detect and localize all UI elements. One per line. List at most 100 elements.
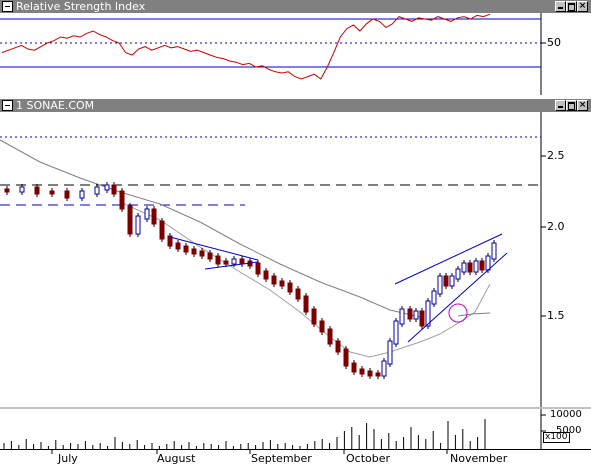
pane-separator[interactable]	[0, 407, 591, 409]
bear-candle	[239, 258, 245, 265]
bear-candle	[223, 260, 229, 265]
rsi-series-line	[1, 13, 491, 80]
bull-candle	[473, 260, 479, 273]
bear-candle	[127, 205, 133, 235]
bear-candle	[191, 248, 197, 255]
bull-candle	[437, 275, 443, 295]
bull-candle	[455, 268, 461, 280]
bull-candle	[431, 290, 437, 305]
bear-candle	[319, 320, 325, 333]
bull-candle	[393, 320, 399, 345]
short-ma-tail	[457, 312, 491, 317]
bear-candle	[263, 270, 269, 280]
bear-candle	[199, 250, 205, 257]
bull-candle	[144, 208, 150, 220]
short-moving-average-line	[119, 201, 491, 358]
candlestick-series	[4, 182, 497, 379]
price-tick-label-2.5: 2.5	[547, 149, 565, 162]
bear-candle	[467, 262, 473, 273]
bear-candle	[167, 235, 173, 247]
long-moving-average-line	[0, 139, 421, 318]
bear-candle	[34, 186, 40, 195]
bull-candle	[491, 242, 497, 260]
price-minimize-button[interactable]	[555, 100, 566, 111]
price-tick-label-2.0: 2.0	[547, 220, 565, 233]
price-maximize-button[interactable]	[566, 100, 577, 111]
bull-candle	[449, 275, 455, 287]
x-label-november: November	[450, 452, 508, 465]
rsi-window-titlebar[interactable]: Relative Strength Index ×	[0, 0, 591, 13]
rsi-window-title: Relative Strength Index	[16, 0, 146, 13]
price-close-button[interactable]: ×	[577, 100, 588, 111]
bull-candle	[231, 258, 237, 265]
price-window-titlebar[interactable]: 1 SONAE.COM ×	[0, 99, 591, 112]
bull-candle	[104, 184, 110, 191]
bear-candle	[175, 242, 181, 250]
bull-candle	[79, 190, 85, 199]
bear-candle	[359, 368, 365, 375]
volume-tick-label-5000: 5000	[556, 425, 582, 436]
window-gap	[0, 95, 591, 99]
bear-candle	[287, 282, 293, 293]
bear-candle	[407, 308, 413, 320]
triangle-upper-trendline	[169, 236, 259, 261]
bear-candle	[64, 190, 70, 199]
triangle-lower-trendline	[204, 261, 259, 270]
price-window-title: 1 SONAE.COM	[16, 99, 95, 112]
price-chart-pane[interactable]: 2.5 2.0 1.5	[0, 112, 591, 407]
rsi-close-button[interactable]: ×	[577, 1, 588, 12]
rsi-minimize-button[interactable]	[555, 1, 566, 12]
bull-candle	[485, 255, 491, 271]
bull-candle	[135, 215, 141, 235]
volume-chart	[3, 409, 546, 449]
bear-candle	[479, 260, 485, 271]
price-tick-label-1.5: 1.5	[547, 309, 565, 322]
rsi-tick-label-50: 50	[547, 36, 561, 49]
price-chart	[0, 112, 546, 407]
wedge-lower-trendline	[407, 252, 508, 343]
x-label-july: July	[58, 452, 78, 465]
bear-candle	[271, 275, 277, 285]
rsi-maximize-button[interactable]	[566, 1, 577, 12]
bull-candle	[461, 262, 467, 273]
volume-bars	[3, 419, 486, 449]
bear-candle	[159, 220, 165, 240]
bull-candle	[399, 308, 405, 325]
bear-candle	[111, 184, 117, 195]
bull-candle	[19, 186, 25, 193]
bear-candle	[367, 370, 373, 377]
window-menu-icon[interactable]	[2, 100, 13, 111]
bull-candle	[413, 310, 419, 320]
bull-candle	[94, 186, 100, 195]
x-label-september: September	[251, 452, 312, 465]
highlight-circle	[448, 303, 468, 323]
bear-candle	[303, 295, 309, 313]
rsi-chart	[0, 13, 546, 95]
bear-candle	[375, 372, 381, 377]
bear-candle	[311, 308, 317, 325]
bear-candle	[343, 348, 349, 367]
bear-candle	[419, 310, 425, 327]
bear-candle	[4, 188, 10, 193]
bear-candle	[295, 288, 301, 300]
bear-candle	[207, 252, 213, 260]
bear-candle	[327, 328, 333, 345]
bull-candle	[381, 360, 387, 377]
date-axis-ticks	[51, 450, 448, 454]
bear-candle	[255, 262, 261, 275]
x-label-october: October	[346, 452, 391, 465]
volume-tick-label-10000: 10000	[550, 409, 582, 420]
bull-candle	[425, 300, 431, 327]
bear-candle	[215, 255, 221, 265]
bear-candle	[279, 280, 285, 287]
x-label-august: August	[157, 452, 196, 465]
window-menu-icon[interactable]	[2, 1, 13, 12]
bull-candle	[387, 340, 393, 365]
bear-candle	[335, 340, 341, 353]
bear-candle	[151, 208, 157, 225]
bear-candle	[49, 190, 55, 195]
date-axis: July August September October November	[0, 449, 591, 467]
bear-candle	[443, 275, 449, 287]
volume-pane[interactable]: 10000 5000 x100	[0, 409, 591, 449]
rsi-chart-pane[interactable]: 50	[0, 13, 591, 95]
